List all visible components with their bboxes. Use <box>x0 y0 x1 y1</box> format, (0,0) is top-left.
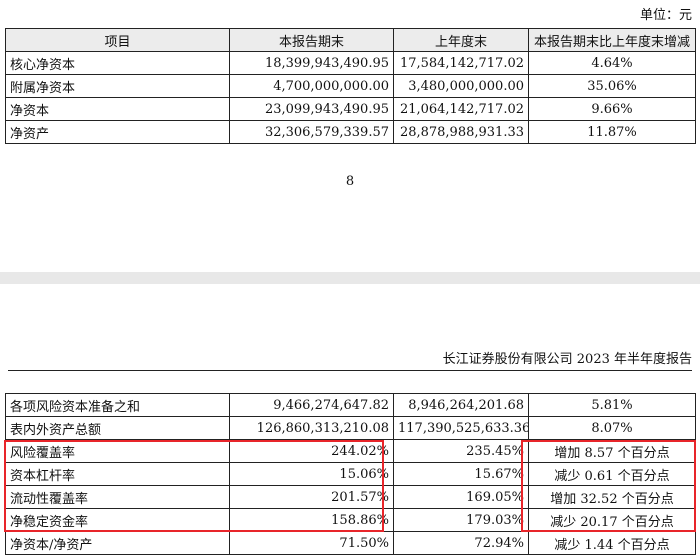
table-row: 附属净资本 4,700,000,000.00 3,480,000,000.00 … <box>5 74 696 98</box>
header-prior-year: 上年度末 <box>393 28 529 52</box>
prior-value: 15.67% <box>393 462 529 486</box>
row-label: 资本杠杆率 <box>5 462 230 486</box>
table-row: 各项风险资本准备之和 9,466,274,647.82 8,946,264,20… <box>5 393 696 417</box>
prior-value: 117,390,525,633.36 <box>393 416 529 440</box>
current-value: 9,466,274,647.82 <box>229 393 394 417</box>
change-value: 35.06% <box>528 74 696 98</box>
current-value: 15.06% <box>229 462 394 486</box>
current-value: 18,399,943,490.95 <box>229 51 394 75</box>
row-label: 净资本/净资产 <box>5 531 230 555</box>
change-value: 8.07% <box>528 416 696 440</box>
row-label: 表内外资产总额 <box>5 416 230 440</box>
change-value: 11.87% <box>528 120 696 144</box>
row-label: 净资产 <box>5 120 230 144</box>
current-value: 126,860,313,210.08 <box>229 416 394 440</box>
current-value: 4,700,000,000.00 <box>229 74 394 98</box>
row-label: 各项风险资本准备之和 <box>5 393 230 417</box>
row-label: 净稳定资金率 <box>5 508 230 532</box>
unit-label: 单位：元 <box>639 8 692 23</box>
row-label: 风险覆盖率 <box>5 439 230 463</box>
current-value: 71.50% <box>229 531 394 555</box>
table-row: 净稳定资金率 158.86% 179.03% 减少 20.17 个百分点 <box>5 508 696 532</box>
header-current-period: 本报告期末 <box>229 28 394 52</box>
row-label: 净资本 <box>5 97 230 121</box>
prior-value: 17,584,142,717.02 <box>393 51 529 75</box>
row-label: 核心净资本 <box>5 51 230 75</box>
prior-value: 179.03% <box>393 508 529 532</box>
net-capital-table: 项目 本报告期末 上年度末 本报告期末比上年度末增减 核心净资本 18,399,… <box>5 28 696 144</box>
row-label: 流动性覆盖率 <box>5 485 230 509</box>
prior-value: 235.45% <box>393 439 529 463</box>
header-item: 项目 <box>5 28 230 52</box>
table-row: 净资产 32,306,579,339.57 28,878,988,931.33 … <box>5 120 696 144</box>
table-row: 核心净资本 18,399,943,490.95 17,584,142,717.0… <box>5 51 696 75</box>
risk-indicator-table: 各项风险资本准备之和 9,466,274,647.82 8,946,264,20… <box>5 393 696 555</box>
table-row: 净资本/净资产 71.50% 72.94% 减少 1.44 个百分点 <box>5 531 696 555</box>
change-value: 9.66% <box>528 97 696 121</box>
change-value: 增加 32.52 个百分点 <box>528 485 696 509</box>
prior-value: 72.94% <box>393 531 529 555</box>
change-value: 减少 0.61 个百分点 <box>528 462 696 486</box>
change-value: 5.81% <box>528 393 696 417</box>
change-value: 减少 20.17 个百分点 <box>528 508 696 532</box>
current-value: 32,306,579,339.57 <box>229 120 394 144</box>
table-row: 风险覆盖率 244.02% 235.45% 增加 8.57 个百分点 <box>5 439 696 463</box>
table-row: 净资本 23,099,943,490.95 21,064,142,717.02 … <box>5 97 696 121</box>
prior-value: 3,480,000,000.00 <box>393 74 529 98</box>
change-value: 4.64% <box>528 51 696 75</box>
prior-value: 169.05% <box>393 485 529 509</box>
current-value: 158.86% <box>229 508 394 532</box>
table-header-row: 项目 本报告期末 上年度末 本报告期末比上年度末增减 <box>5 28 696 52</box>
prior-value: 8,946,264,201.68 <box>393 393 529 417</box>
current-value: 23,099,943,490.95 <box>229 97 394 121</box>
page-separator <box>0 272 700 284</box>
prior-value: 28,878,988,931.33 <box>393 120 529 144</box>
report-running-header: 长江证券股份有限公司 2023 年半年度报告 <box>8 348 692 371</box>
table-row: 流动性覆盖率 201.57% 169.05% 增加 32.52 个百分点 <box>5 485 696 509</box>
current-value: 244.02% <box>229 439 394 463</box>
table-row: 资本杠杆率 15.06% 15.67% 减少 0.61 个百分点 <box>5 462 696 486</box>
current-value: 201.57% <box>229 485 394 509</box>
change-value: 增加 8.57 个百分点 <box>528 439 696 463</box>
header-change: 本报告期末比上年度末增减 <box>528 28 696 52</box>
change-value: 减少 1.44 个百分点 <box>528 531 696 555</box>
table-row: 表内外资产总额 126,860,313,210.08 117,390,525,6… <box>5 416 696 440</box>
prior-value: 21,064,142,717.02 <box>393 97 529 121</box>
row-label: 附属净资本 <box>5 74 230 98</box>
page-number: 8 <box>345 174 355 189</box>
